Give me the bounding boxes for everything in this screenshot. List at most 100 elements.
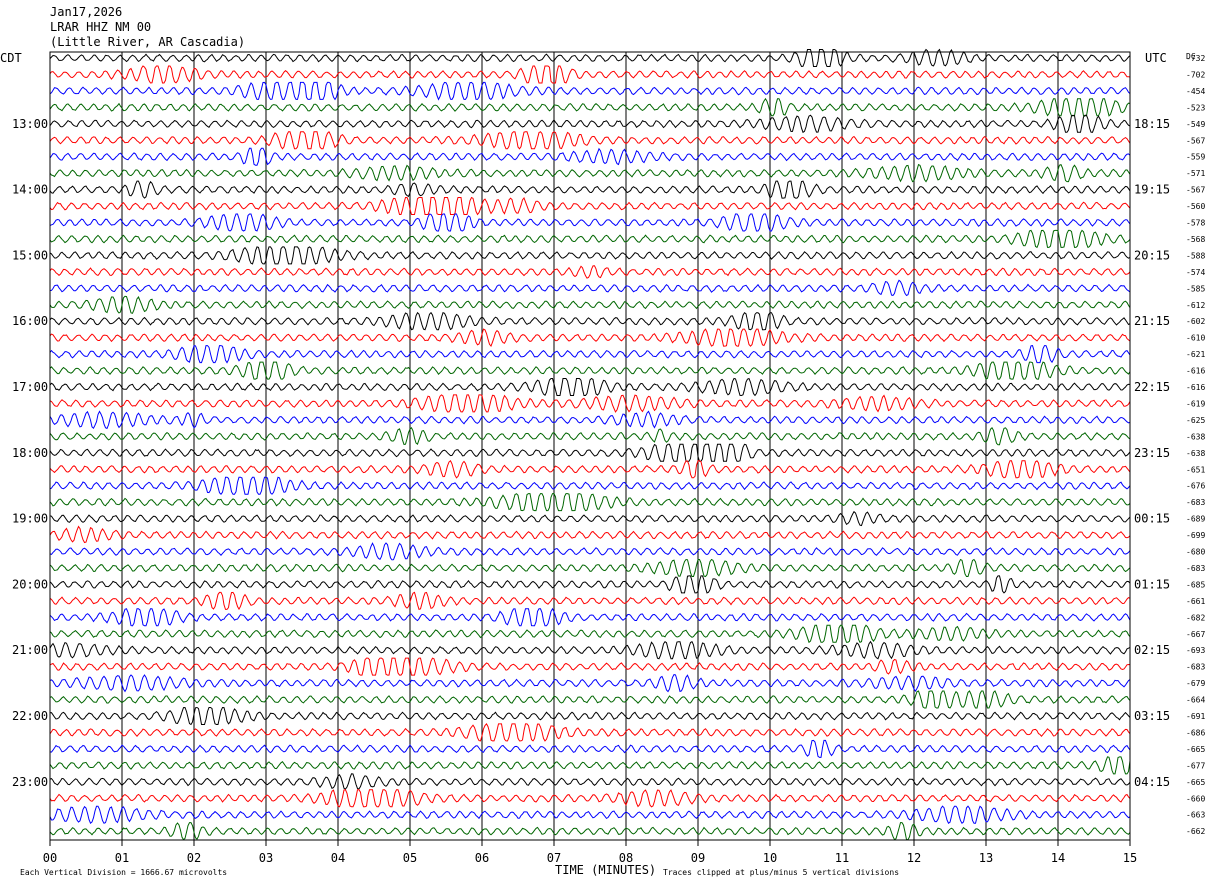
trace-line-29 — [49, 525, 1131, 544]
trace-line-32 — [49, 575, 1131, 594]
trace-line-11 — [49, 229, 1131, 249]
right-hour-label: 04:15 — [1134, 775, 1170, 789]
header-station: LRAR HHZ NM 00 — [50, 20, 151, 34]
trace-line-2 — [49, 81, 1131, 101]
x-tick-label: 04 — [331, 851, 345, 865]
left-hour-label: 17:00 — [12, 380, 48, 394]
trace-line-40 — [49, 706, 1131, 726]
dc-offset-labels: -732 -702 -454 -523 -549 -567 -559 -571 -567 -560… — [1186, 54, 1205, 836]
trace-line-5 — [49, 130, 1131, 150]
x-tick-label: 03 — [259, 851, 273, 865]
header-location: (Little River, AR Cascadia) — [50, 35, 245, 49]
trace-line-10 — [49, 213, 1131, 232]
dc-offset-label: -665 — [1186, 745, 1205, 754]
dc-offset-label: -588 — [1186, 251, 1205, 260]
dc-offset-label: -679 — [1186, 679, 1205, 688]
dc-offset-label: -689 — [1186, 515, 1205, 524]
dc-offset-label: -661 — [1186, 597, 1205, 606]
trace-line-24 — [49, 443, 1131, 462]
trace-line-13 — [49, 265, 1131, 279]
dc-offset-label: -693 — [1186, 646, 1205, 655]
dc-offset-label: -610 — [1186, 334, 1205, 343]
x-tick-label: 07 — [547, 851, 561, 865]
footer-scale-note: Each Vertical Division = 1666.67 microvo… — [20, 868, 227, 877]
left-hour-label: 14:00 — [12, 183, 48, 197]
dc-offset-label: -621 — [1186, 350, 1205, 359]
dc-offset-label: -454 — [1186, 87, 1205, 96]
right-hour-label: 19:15 — [1134, 183, 1170, 197]
trace-line-23 — [49, 427, 1131, 446]
trace-group — [49, 48, 1131, 841]
left-hour-label: 15:00 — [12, 248, 48, 262]
dc-offset-label: -702 — [1186, 70, 1205, 79]
trace-line-46 — [49, 805, 1131, 825]
trace-line-31 — [49, 558, 1131, 578]
x-tick-label: 10 — [763, 851, 777, 865]
x-tick-label: 14 — [1051, 851, 1065, 865]
dc-offset-label: -676 — [1186, 482, 1205, 491]
trace-line-15 — [49, 295, 1131, 314]
dc-offset-label: -663 — [1186, 811, 1205, 820]
trace-line-39 — [49, 690, 1131, 709]
left-hour-label: 23:00 — [12, 775, 48, 789]
dc-offset-label: -612 — [1186, 301, 1205, 310]
dc-offset-label: -638 — [1186, 432, 1205, 441]
dc-offset-label: -683 — [1186, 564, 1205, 573]
dc-offset-label: -568 — [1186, 235, 1205, 244]
trace-line-34 — [49, 607, 1131, 627]
plot-frame — [49, 51, 1131, 841]
right-hour-label: 21:15 — [1134, 314, 1170, 328]
right-hour-label: 00:15 — [1134, 512, 1170, 526]
dc-offset-label: -662 — [1186, 827, 1205, 836]
left-hour-label: 21:00 — [12, 643, 48, 657]
dc-offset-label: -571 — [1186, 169, 1205, 178]
dc-offset-label: -616 — [1186, 367, 1205, 376]
trace-line-18 — [49, 345, 1131, 364]
dc-offset-label: -619 — [1186, 399, 1205, 408]
trace-line-43 — [49, 756, 1131, 775]
x-tick-label: 09 — [691, 851, 705, 865]
trace-line-3 — [49, 97, 1131, 117]
dc-offset-label: -523 — [1186, 103, 1205, 112]
dc-offset-label: -574 — [1186, 268, 1205, 277]
trace-line-38 — [49, 674, 1131, 693]
dc-offset-label: -677 — [1186, 761, 1205, 770]
trace-line-1 — [49, 65, 1131, 84]
left-hour-label: 22:00 — [12, 709, 48, 723]
dc-offset-label: -667 — [1186, 630, 1205, 639]
x-tick-label: 06 — [475, 851, 489, 865]
right-hour-label: 03:15 — [1134, 709, 1170, 723]
x-tick-label: 13 — [979, 851, 993, 865]
header-date: Jan17,2026 — [50, 5, 122, 19]
dc-offset-label: -685 — [1186, 580, 1205, 589]
x-tick-label: 02 — [187, 851, 201, 865]
trace-line-9 — [49, 196, 1131, 216]
trace-line-44 — [49, 773, 1131, 790]
dc-offset-label: -682 — [1186, 613, 1205, 622]
trace-line-17 — [49, 328, 1131, 347]
dc-offset-label: -732 — [1186, 54, 1205, 63]
right-hour-label: 20:15 — [1134, 248, 1170, 262]
dc-offset-label: -660 — [1186, 794, 1205, 803]
minute-gridlines — [121, 52, 1059, 840]
trace-line-27 — [49, 493, 1131, 512]
dc-offset-label: -578 — [1186, 219, 1205, 228]
left-hour-labels: 13:00 14:00 15:00 16:00 17:00 18:00 19:00 20:00… — [12, 117, 48, 789]
trace-line-4 — [49, 114, 1131, 134]
trace-line-33 — [49, 591, 1131, 611]
trace-line-8 — [49, 180, 1131, 199]
dc-offset-label: -560 — [1186, 202, 1205, 211]
trace-line-30 — [49, 542, 1131, 561]
trace-line-26 — [49, 476, 1131, 495]
right-hour-label: 02:15 — [1134, 643, 1170, 657]
trace-line-6 — [49, 147, 1131, 166]
left-hour-label: 20:00 — [12, 577, 48, 591]
dc-offset-label: -683 — [1186, 663, 1205, 672]
trace-line-20 — [49, 377, 1131, 397]
dc-offset-label: -559 — [1186, 153, 1205, 162]
trace-line-47 — [49, 822, 1131, 841]
x-tick-label: 15 — [1123, 851, 1137, 865]
x-axis-label: TIME (MINUTES) — [555, 863, 656, 877]
right-hour-label: 23:15 — [1134, 446, 1170, 460]
